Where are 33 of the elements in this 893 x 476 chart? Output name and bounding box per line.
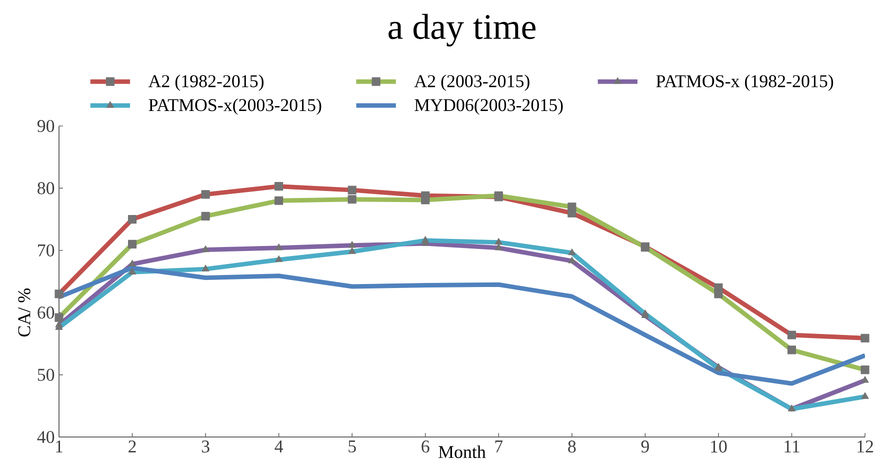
legend-label: A2 (2003-2015) [414,74,530,91]
point [861,376,869,383]
x-tick-label: 7 [495,440,503,452]
y-tick-label: 60 [38,306,54,319]
point [494,244,502,250]
legend-label: MYD06(2003-2015) [414,98,563,115]
x-tick-label: 12 [858,440,873,452]
chart-title: a day time [388,14,536,46]
x-axis-title: Month [438,445,486,458]
legend-label: PATMOS-x (1982-2015) [656,74,834,91]
x-tick-label: 11 [784,440,800,452]
point [275,244,283,250]
x-tick-label: 4 [274,440,284,452]
x-tick-label: 6 [422,440,430,453]
point [348,241,356,248]
x-tick-label: 10 [711,440,727,453]
y-tick-label: 50 [38,368,54,381]
y-tick-label: 80 [38,182,54,194]
point [202,245,210,252]
y-tick-label: 90 [37,120,54,132]
point [128,260,136,266]
x-tick-label: 5 [348,440,356,452]
y-tick-label: 70 [38,244,54,256]
legend-label: PATMOS-x(2003-2015) [148,98,322,115]
x-tick-label: 2 [128,440,136,452]
x-tick-label: 8 [568,440,576,453]
legend-label: A2 (1982-2015) [148,74,264,91]
y-axis-title: CA/ % [18,288,30,337]
x-tick-label: 3 [202,440,210,453]
x-tick-label: 9 [641,440,649,453]
point [568,256,576,264]
x-tick-label: 1 [56,440,62,452]
y-tick-label: 40 [37,430,54,444]
